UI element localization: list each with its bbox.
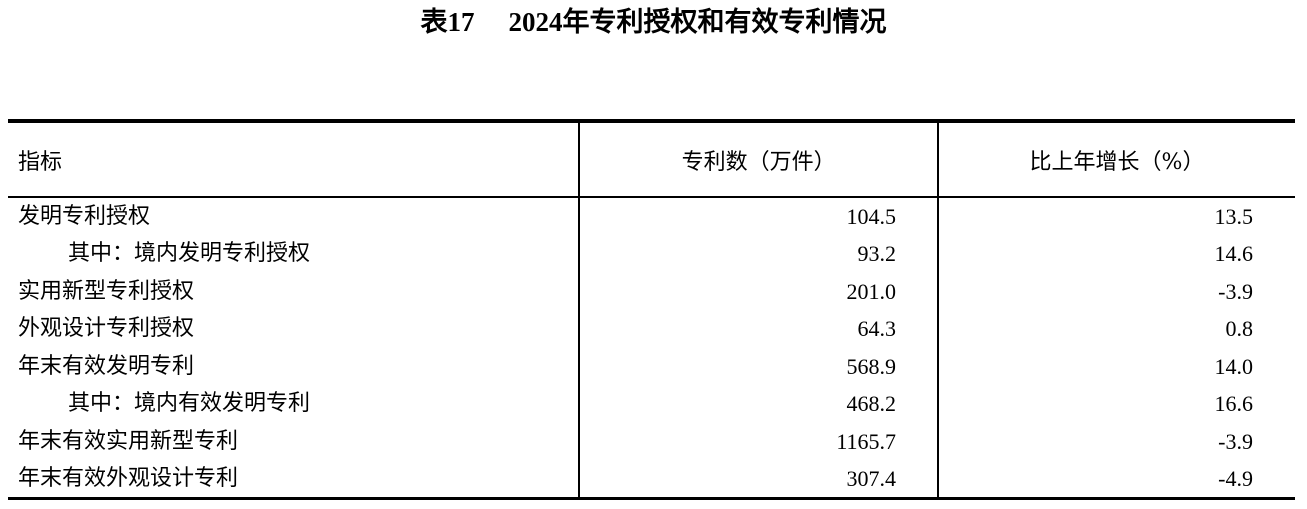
table-row: 年末有效实用新型专利 1165.7 -3.9 <box>8 422 1295 460</box>
row-label: 外观设计专利授权 <box>18 316 195 342</box>
table-row: 年末有效外观设计专利 307.4 -4.9 <box>8 460 1295 500</box>
row-label: 发明专利授权 <box>18 204 151 229</box>
row-count: 104.5 <box>578 197 940 235</box>
row-label: 其中：境内有效发明专利 <box>68 391 311 417</box>
header-row: 指标 专利数（万件） 比上年增长（%） <box>8 119 1295 198</box>
row-count: 568.9 <box>578 347 940 385</box>
row-label: 年末有效实用新型专利 <box>18 428 239 454</box>
row-growth: 13.5 <box>1214 204 1254 229</box>
table-row: 外观设计专利授权 64.3 0.8 <box>8 310 1295 348</box>
row-count: 64.3 <box>578 310 940 348</box>
table-row: 其中：境内发明专利授权 93.2 14.6 <box>8 235 1295 273</box>
row-label: 年末有效外观设计专利 <box>8 460 580 500</box>
row-count: 1165.7 <box>578 422 940 460</box>
row-label: 实用新型专利授权 <box>18 278 195 304</box>
header-count: 专利数（万件） <box>578 119 940 198</box>
row-growth: -3.9 <box>1218 428 1253 454</box>
table-row: 年末有效发明专利 568.9 14.0 <box>8 347 1295 385</box>
row-growth: 14.0 <box>1214 353 1254 379</box>
patent-table: 指标 专利数（万件） 比上年增长（%） 发明专利授权 104.5 13.5 其中：境内… <box>8 119 1295 500</box>
table-title-text: 2024年专利授权和有效专利情况 <box>508 7 887 37</box>
row-growth: -3.9 <box>1218 278 1253 304</box>
table-row: 发明专利授权 104.5 13.5 <box>8 197 1295 235</box>
table-number: 表17 <box>420 7 475 37</box>
row-growth: 16.6 <box>1214 391 1254 417</box>
row-count: 307.4 <box>578 460 940 500</box>
row-growth: -4.9 <box>938 460 1295 500</box>
row-count: 468.2 <box>578 385 940 423</box>
row-count: 201.0 <box>578 272 940 310</box>
row-label: 其中：境内发明专利授权 <box>68 241 311 267</box>
header-growth: 比上年增长（%） <box>938 119 1295 198</box>
row-growth: 0.8 <box>1225 316 1254 342</box>
table-row: 实用新型专利授权 201.0 -3.9 <box>8 272 1295 310</box>
row-label: 年末有效发明专利 <box>18 353 195 379</box>
row-growth: 14.6 <box>1214 241 1254 267</box>
table-title: 表17 2024年专利授权和有效专利情况 <box>0 2 1307 42</box>
table-row: 其中：境内有效发明专利 468.2 16.6 <box>8 385 1295 423</box>
row-count: 93.2 <box>578 235 940 273</box>
header-indicator: 指标 <box>8 119 580 198</box>
